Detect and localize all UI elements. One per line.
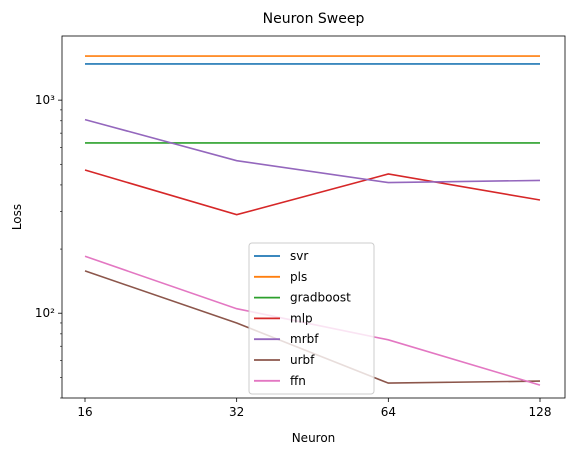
x-tick-label: 64 [381,405,396,419]
y-minor-ticks [60,109,62,399]
series-line-mlp [84,169,541,216]
legend-label-svr: svr [290,249,308,263]
chart-title: Neuron Sweep [263,11,365,27]
legend-label-pls: pls [290,270,307,284]
legend-items: svr pls gradboost mlp mrbf urbf ffn [254,249,351,388]
legend: svr pls gradboost mlp mrbf urbf ffn [248,242,375,395]
series-line-mrbf [84,118,541,184]
x-tick-label: 32 [229,405,244,419]
y-tick-label: 10³ [35,93,55,107]
x-axis-label: Neuron [292,431,336,445]
plot-frame [61,35,566,399]
y-ticks: 10² 10³ [35,93,62,320]
legend-label-ffn: ffn [290,374,306,388]
x-ticks: 16 32 64 128 [77,398,551,419]
legend-label-mlp: mlp [290,311,313,325]
x-tick-label: 16 [77,405,92,419]
legend-label-mrbf: mrbf [290,332,319,346]
legend-label-gradboost: gradboost [290,291,351,305]
legend-label-urbf: urbf [290,353,315,367]
legend-box [248,242,375,395]
y-tick-label: 10² [35,306,55,320]
x-tick-label: 128 [529,405,552,419]
y-axis-label: Loss [10,204,24,230]
